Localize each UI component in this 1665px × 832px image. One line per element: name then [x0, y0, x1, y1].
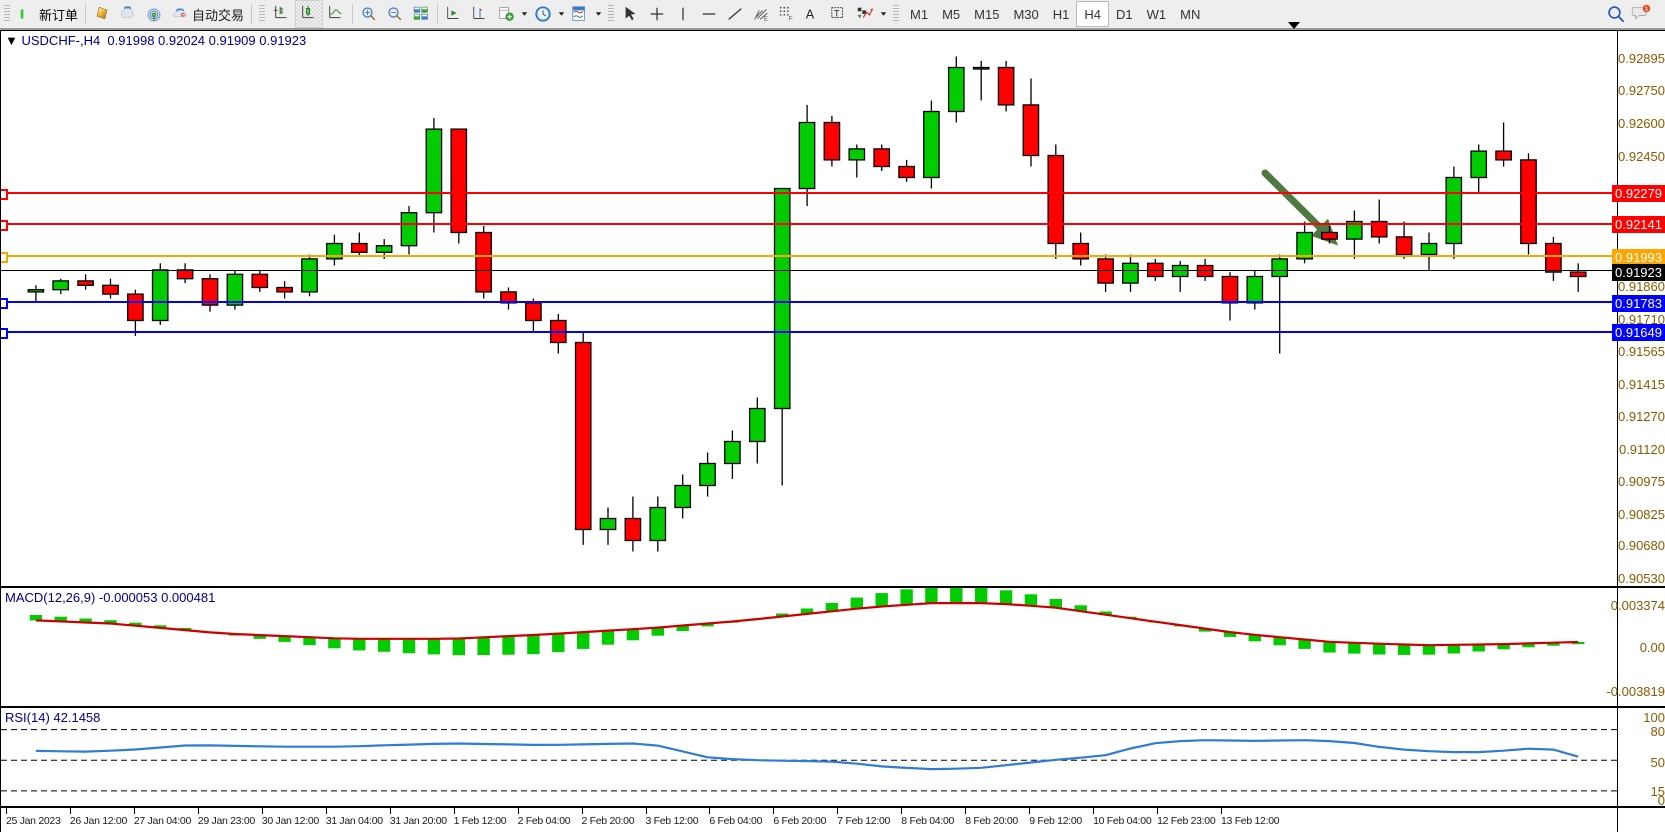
svg-text:F: F [789, 15, 793, 22]
svg-text:E: E [764, 15, 768, 22]
svg-text:A: A [806, 8, 815, 22]
svg-text:T: T [834, 8, 840, 18]
svg-text:1: 1 [1645, 6, 1648, 12]
